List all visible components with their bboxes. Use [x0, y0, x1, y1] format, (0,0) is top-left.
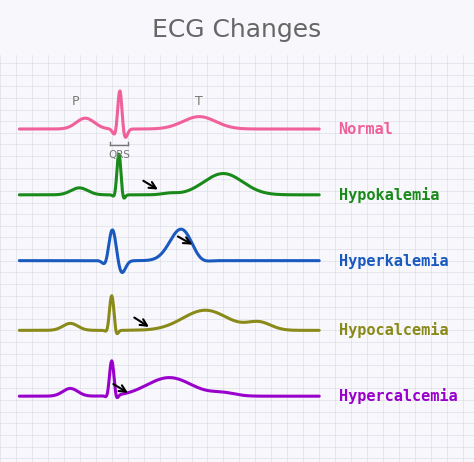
Text: Hypercalcemia: Hypercalcemia [338, 388, 457, 404]
Text: QRS: QRS [108, 150, 130, 160]
Text: T: T [195, 95, 203, 108]
Text: Hypokalemia: Hypokalemia [338, 187, 439, 203]
Text: Hyperkalemia: Hyperkalemia [338, 253, 448, 269]
Text: Normal: Normal [338, 122, 393, 136]
Text: Hypocalcemia: Hypocalcemia [338, 322, 448, 338]
Text: P: P [72, 95, 80, 108]
Text: ECG Changes: ECG Changes [152, 18, 322, 42]
